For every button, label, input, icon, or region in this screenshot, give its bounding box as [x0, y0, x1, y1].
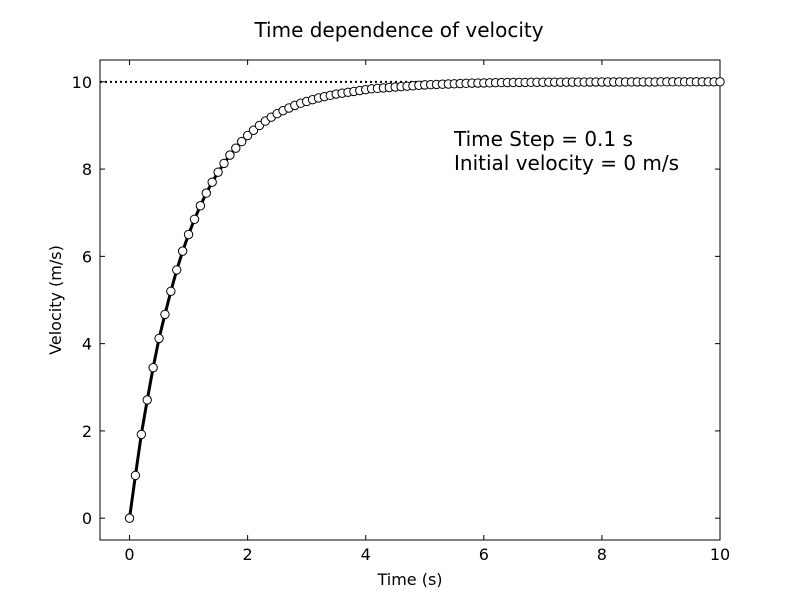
data-point — [177, 246, 188, 256]
x-tick-label: 2 — [243, 545, 253, 564]
data-point — [148, 362, 158, 373]
data-point — [213, 167, 223, 177]
data-point — [207, 177, 217, 187]
data-point — [231, 143, 241, 153]
y-tick-label: 10 — [72, 73, 92, 92]
y-tick-label: 6 — [82, 247, 92, 266]
velocity-curve — [128, 134, 249, 519]
data-point — [142, 395, 152, 405]
x-tick-label: 4 — [361, 545, 371, 564]
plot-frame — [99, 59, 721, 541]
y-axis-label: Velocity (m/s) — [46, 245, 65, 355]
data-point — [183, 229, 194, 240]
y-tick-label: 0 — [82, 509, 92, 528]
chart-title: Time dependence of velocity — [253, 18, 543, 42]
x-tick-label: 0 — [124, 545, 134, 564]
annotation-initial-velocity: Initial velocity = 0 m/s — [454, 151, 679, 175]
y-tick-label: 2 — [82, 422, 92, 441]
x-tick-label: 10 — [710, 545, 730, 564]
data-point — [124, 513, 135, 523]
y-tick-label: 4 — [82, 335, 92, 354]
y-tick-label: 8 — [82, 160, 92, 179]
annotation-time-step: Time Step = 0.1 s — [453, 127, 633, 151]
data-point — [130, 470, 141, 481]
data-point — [160, 309, 170, 320]
x-tick-label: 6 — [479, 545, 489, 564]
data-point — [172, 265, 182, 275]
data-point — [154, 333, 164, 344]
data-point — [136, 429, 147, 440]
data-point — [225, 150, 235, 160]
data-point — [201, 188, 211, 198]
x-tick-label: 8 — [597, 545, 607, 564]
data-point — [219, 158, 229, 169]
plot-area: 0 2 4 6 8 10 0 2 4 6 8 10 — [72, 59, 730, 564]
data-point — [237, 136, 247, 147]
data-point — [189, 214, 200, 224]
x-axis-label: Time (s) — [376, 570, 442, 589]
data-point — [166, 286, 176, 296]
data-point — [715, 77, 725, 87]
data-point — [242, 130, 253, 141]
data-point — [195, 201, 206, 211]
